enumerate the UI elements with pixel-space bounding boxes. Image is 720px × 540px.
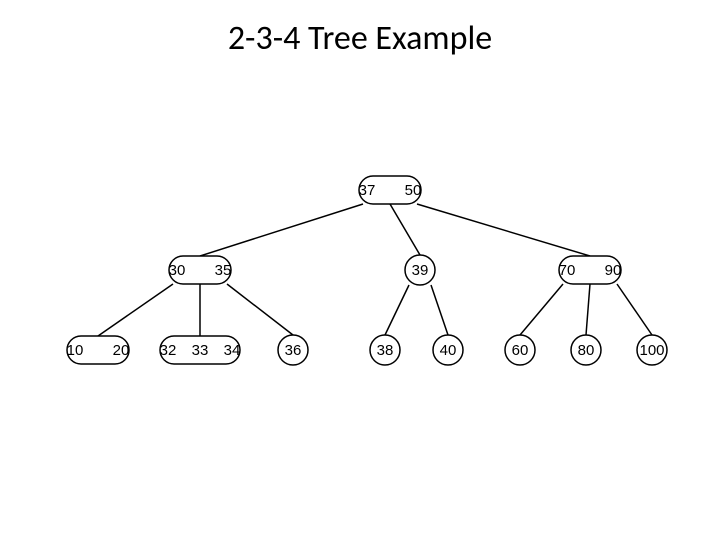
tree-node-key: 20 [113, 342, 130, 359]
tree-node: 38 [370, 335, 400, 365]
tree-node: 70 90 [559, 256, 622, 284]
tree-node-key: 34 [224, 342, 241, 359]
tree-node: 36 [278, 335, 308, 365]
tree-node-key: 39 [412, 262, 429, 279]
tree-edge [520, 284, 563, 335]
tree-node: 10 20 [67, 336, 130, 364]
tree-node-key: 36 [285, 342, 302, 359]
tree-node-key: 80 [578, 342, 595, 359]
tree-node: 40 [433, 335, 463, 365]
tree-node: 60 [505, 335, 535, 365]
tree-edge [98, 284, 173, 336]
tree-node: 37 50 [359, 176, 422, 204]
tree-node: 100 [637, 335, 667, 365]
tree-node-key: 32 [160, 342, 177, 359]
tree-edge [431, 285, 448, 335]
tree-node-key: 33 [192, 342, 209, 359]
tree-node-key: 70 [559, 262, 576, 279]
tree-diagram: 37 50 30 35 39 70 90 10 20 32 33 34 36 38 40 60 80 100 [0, 0, 720, 540]
tree-node-key: 10 [67, 342, 84, 359]
tree-node: 80 [571, 335, 601, 365]
tree-nodes: 37 50 30 35 39 70 90 10 20 32 33 34 36 38 40 60 80 100 [67, 176, 667, 365]
tree-node-key: 40 [440, 342, 457, 359]
tree-node: 30 35 [169, 256, 232, 284]
tree-edge [227, 284, 293, 335]
tree-edge [385, 285, 409, 335]
tree-node: 32 33 34 [160, 336, 241, 364]
tree-node-key: 35 [215, 262, 232, 279]
tree-node-key: 60 [512, 342, 529, 359]
tree-node-key: 30 [169, 262, 186, 279]
tree-edge [417, 204, 590, 256]
tree-edge [200, 204, 363, 256]
tree-edge [586, 284, 590, 335]
tree-edge [390, 204, 420, 255]
tree-node-key: 50 [405, 182, 422, 199]
tree-node-key: 100 [639, 342, 664, 359]
tree-node-key: 37 [359, 182, 376, 199]
tree-node-key: 38 [377, 342, 394, 359]
tree-edge [617, 284, 652, 335]
tree-node-key: 90 [605, 262, 622, 279]
tree-node: 39 [405, 255, 435, 285]
